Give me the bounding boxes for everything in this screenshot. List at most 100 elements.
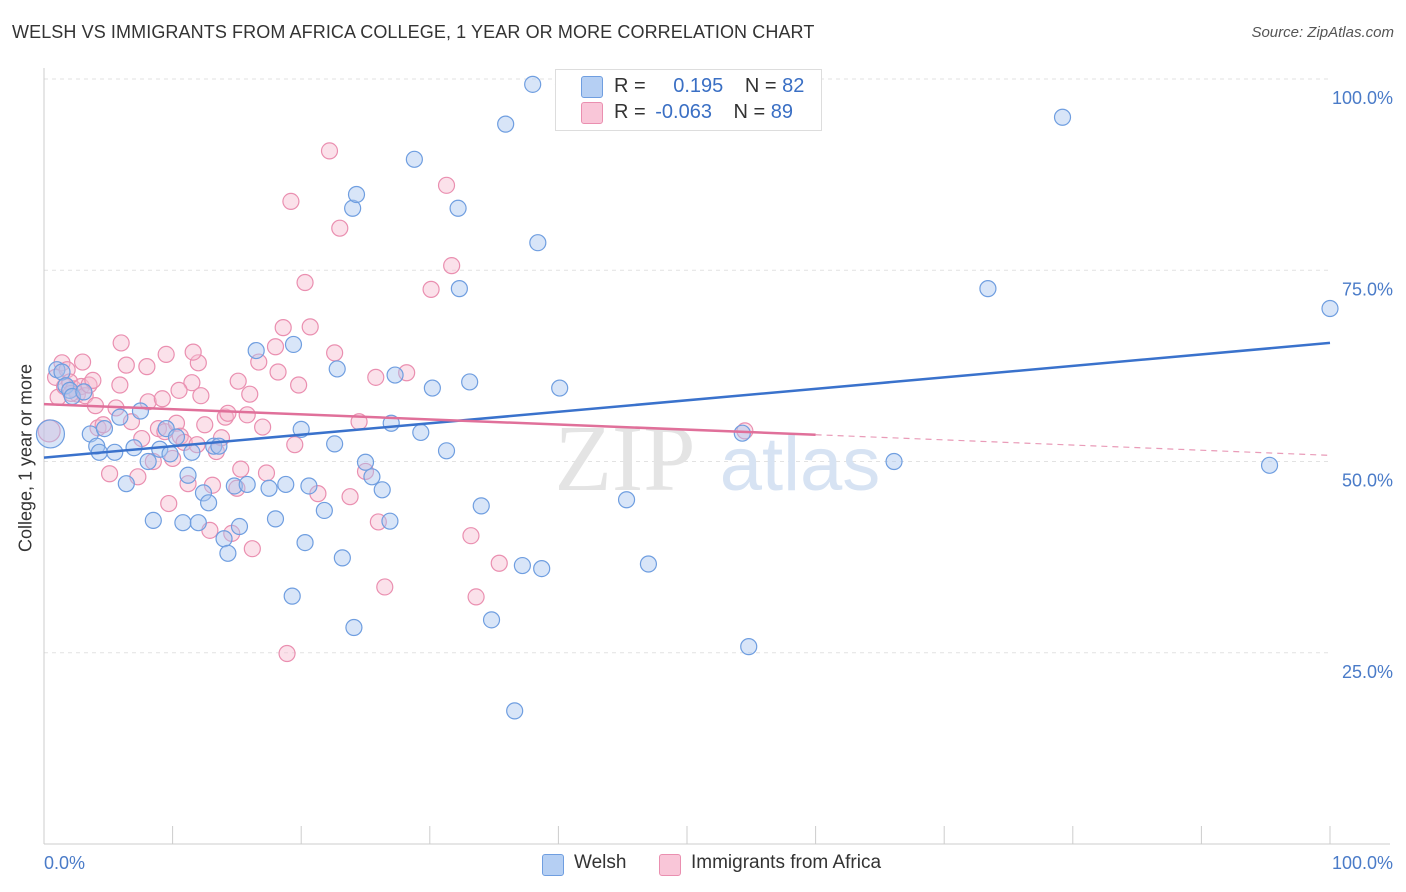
legend-r-value: 0.195: [673, 75, 724, 97]
welsh-point: [183, 443, 201, 461]
africa-point: [184, 343, 202, 361]
africa-point: [153, 390, 171, 408]
legend-text-welsh: R = 0.195 N = 82: [614, 75, 804, 98]
africa-point: [320, 142, 339, 160]
africa-point: [278, 644, 296, 663]
welsh-point: [75, 383, 93, 401]
series-label-africa: Immigrants from Africa: [691, 852, 882, 873]
welsh-point: [497, 115, 515, 133]
welsh-point: [215, 530, 233, 548]
watermark: ZIP atlas: [555, 407, 881, 511]
welsh-point: [979, 280, 997, 298]
welsh-trend-line: [43, 341, 1331, 459]
legend-n-value: 82: [782, 75, 805, 97]
legend-r-value: -0.063: [655, 101, 712, 123]
africa-point: [229, 372, 247, 390]
source-label: Source: ZipAtlas.com: [1251, 24, 1394, 41]
africa-point: [138, 358, 156, 376]
africa-point: [164, 449, 182, 468]
welsh-point: [35, 419, 66, 449]
welsh-point: [356, 453, 375, 471]
welsh-point: [482, 611, 501, 629]
africa-point: [282, 192, 300, 210]
welsh-point: [472, 497, 490, 515]
welsh-point: [125, 439, 143, 457]
welsh-point: [230, 517, 249, 536]
welsh-point: [139, 452, 157, 471]
welsh-point: [189, 514, 207, 532]
welsh-point: [300, 477, 318, 495]
welsh-point: [328, 360, 346, 378]
x-tick-label: 0.0%: [44, 853, 85, 873]
legend-n-label: N =: [744, 75, 777, 97]
welsh-point: [131, 402, 150, 420]
africa-point: [196, 416, 214, 434]
welsh-point: [219, 544, 237, 562]
africa-point: [269, 363, 287, 381]
welsh-point: [344, 199, 362, 217]
welsh-point: [247, 341, 265, 360]
welsh-point: [412, 423, 430, 442]
series-swatch-africa: [659, 854, 681, 876]
africa-point: [376, 578, 394, 596]
welsh-point: [283, 587, 301, 605]
welsh-point: [885, 452, 903, 471]
africa-point: [243, 540, 261, 558]
africa-point: [111, 376, 129, 394]
tick-labels: 25.0% 50.0% 75.0% 100.0% 0.0% 100.0%: [44, 88, 1393, 873]
legend-n-label: N =: [733, 101, 766, 123]
africa-point: [157, 345, 175, 363]
africa-point: [490, 554, 508, 572]
y-tick-label: 50.0%: [1342, 471, 1393, 491]
y-tick-label: 75.0%: [1342, 279, 1393, 299]
africa-trend-extension: [815, 434, 1331, 456]
welsh-point: [405, 150, 423, 168]
welsh-point: [225, 477, 243, 495]
welsh-point: [161, 445, 179, 463]
africa-point: [167, 414, 186, 432]
trend-lines: [43, 341, 1331, 459]
legend-swatch-welsh: [581, 76, 603, 98]
welsh-point: [449, 199, 467, 217]
welsh-point: [524, 75, 542, 93]
welsh-point: [200, 494, 218, 512]
welsh-point: [1321, 299, 1339, 318]
legend-text-africa: R = -0.063 N = 89: [614, 101, 793, 124]
welsh-point: [381, 512, 399, 530]
welsh-point: [179, 466, 197, 484]
welsh-point: [1260, 456, 1279, 474]
africa-point: [183, 374, 201, 392]
welsh-point: [333, 549, 351, 567]
welsh-point: [345, 618, 363, 637]
africa-point: [443, 257, 461, 275]
africa-point: [274, 319, 292, 337]
africa-point: [462, 527, 480, 545]
legend-n-value: 89: [770, 101, 794, 123]
welsh-point: [296, 533, 314, 552]
axes: [43, 68, 1390, 845]
africa-point: [73, 353, 92, 371]
welsh-point: [144, 511, 162, 530]
legend-r-label: R =: [614, 101, 646, 123]
welsh-point: [167, 428, 186, 446]
series-swatch-welsh: [542, 854, 564, 876]
africa-point: [437, 176, 456, 194]
welsh-point: [639, 555, 658, 573]
welsh-point: [740, 638, 758, 656]
welsh-point: [95, 420, 114, 438]
welsh-point: [315, 501, 333, 520]
africa-point: [286, 436, 304, 454]
welsh-point: [111, 408, 129, 426]
africa-point: [331, 219, 349, 237]
welsh-point: [260, 479, 278, 497]
welsh-point: [450, 280, 468, 298]
grid-lines: [44, 78, 1330, 654]
africa-point: [232, 460, 250, 478]
welsh-point: [174, 514, 192, 532]
welsh-point: [513, 556, 531, 575]
welsh-point: [117, 475, 135, 493]
africa-point: [84, 371, 102, 390]
africa-points: [37, 142, 754, 663]
africa-point: [266, 338, 285, 356]
africa-point: [100, 465, 119, 483]
